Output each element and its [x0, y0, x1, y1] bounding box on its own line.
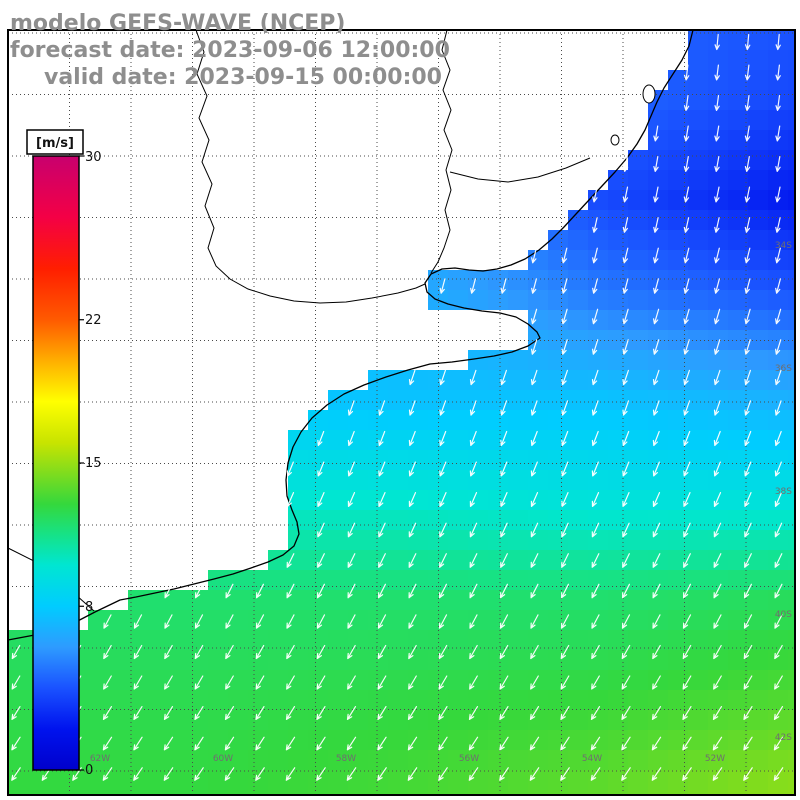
colorbar-tick-8: 8 — [85, 600, 93, 615]
coastline-layer — [7, 29, 694, 641]
axis-labels: 34S 36S 38S 40S 42S 62W 60W 58W 56W 54W … — [90, 241, 792, 764]
lat-label-36s: 36S — [775, 364, 792, 374]
map-frame — [7, 29, 796, 796]
lat-label-40s: 40S — [775, 610, 792, 620]
lon-label-52w: 52W — [705, 754, 725, 764]
colorbar: [m/s] 30 22 15 8 0 — [26, 129, 102, 778]
colorbar-tick-15: 15 — [85, 456, 102, 471]
lon-label-62w: 62W — [90, 754, 110, 764]
valid-date-line: valid date: 2023-09-15 00:00:00 — [44, 65, 442, 90]
header-titles: modelo GEFS-WAVE (NCEP) forecast date: 2… — [10, 11, 450, 90]
colorbar-unit-box — [26, 129, 84, 155]
lat-label-38s: 38S — [775, 487, 792, 497]
lon-label-58w: 58W — [336, 754, 356, 764]
lon-label-60w: 60W — [213, 754, 233, 764]
forecast-date-line: forecast date: 2023-09-06 12:00:00 — [10, 38, 450, 63]
model-title: modelo GEFS-WAVE (NCEP) — [10, 11, 345, 36]
lon-label-56w: 56W — [459, 754, 479, 764]
lat-label-42s: 42S — [775, 733, 792, 743]
colorbar-tick-30: 30 — [85, 150, 102, 165]
colorbar-unit-label: [m/s] — [36, 136, 74, 151]
colorbar-tick-0: 0 — [85, 763, 93, 778]
lat-label-34s: 34S — [775, 241, 792, 251]
ocean-speed-field — [8, 30, 795, 795]
colorbar-tick-22: 22 — [85, 313, 102, 328]
lon-label-54w: 54W — [582, 754, 602, 764]
colorbar-gradient-bar — [32, 155, 84, 771]
